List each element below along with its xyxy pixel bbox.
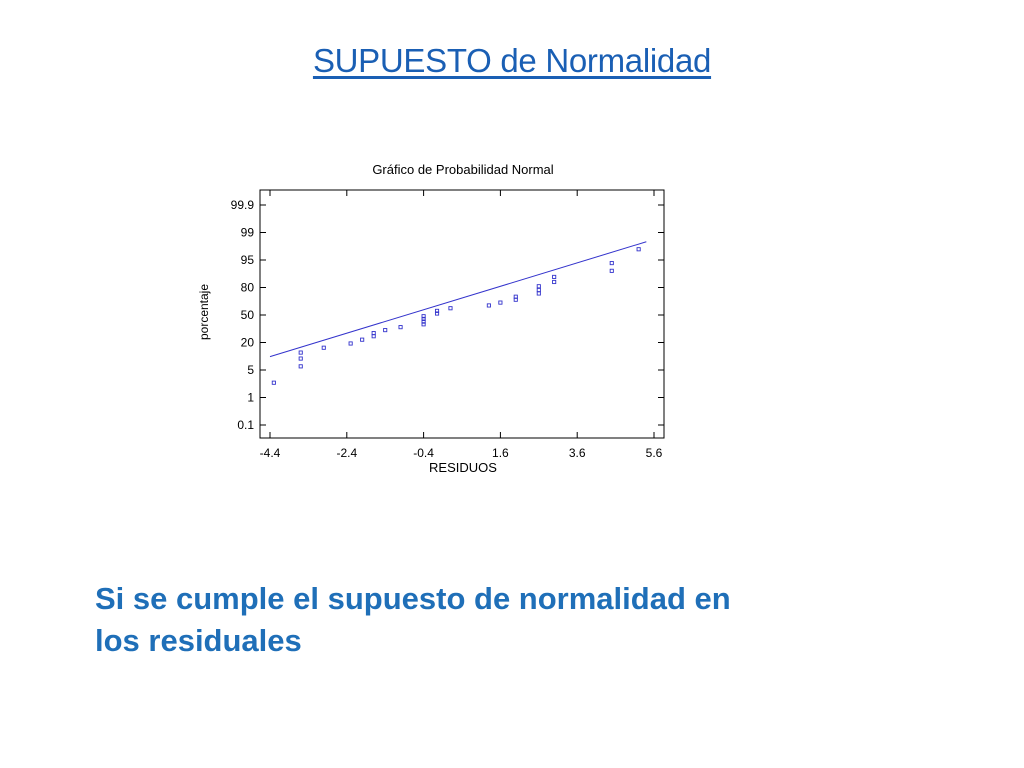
x-tick-label: 3.6 (569, 446, 586, 460)
conclusion-line-2: los residuales (95, 623, 302, 658)
data-point (421, 316, 426, 321)
x-axis-label: RESIDUOS (429, 460, 497, 475)
plot-frame (259, 189, 665, 439)
y-tick-label: 5 (247, 363, 254, 377)
y-tick-label: 99.9 (231, 198, 255, 212)
data-point (383, 328, 388, 333)
data-point (398, 325, 403, 330)
y-tick-label: 80 (241, 281, 255, 295)
chart-title: Gráfico de Probabilidad Normal (372, 162, 553, 177)
data-point (536, 291, 541, 296)
data-point (448, 306, 453, 311)
data-point (348, 341, 353, 346)
fit-line (269, 241, 647, 358)
conclusion-text: Si se cumple el supuesto de normalidad e… (95, 578, 895, 662)
data-point (321, 345, 326, 350)
data-point (421, 319, 426, 324)
y-tick-label: 20 (241, 336, 255, 350)
y-tick-label: 1 (247, 391, 254, 405)
data-point (434, 311, 440, 316)
y-tick-label: 99 (241, 226, 255, 240)
data-point (486, 303, 491, 308)
data-point (371, 331, 376, 336)
slide-title: SUPUESTO de Normalidad (312, 42, 712, 79)
data-point (421, 314, 426, 319)
x-tick-label: -0.4 (413, 446, 434, 460)
data-point (609, 261, 614, 266)
data-point (434, 308, 440, 313)
data-point (609, 268, 614, 273)
data-point (536, 287, 541, 293)
y-tick-label: 95 (241, 253, 255, 267)
data-point (298, 364, 303, 369)
plot-area: 99.9 99 95 80 50 20 5 1 0.1 -4.4 -2.4 -0.4 1.6 3.6 5.6 (231, 189, 665, 460)
data-point (298, 350, 303, 355)
data-point (536, 284, 541, 289)
data-point (552, 274, 557, 279)
x-tick-label: 5.6 (646, 446, 663, 460)
y-axis-label: porcentaje (197, 284, 211, 340)
normal-probability-chart: Gráfico de Probabilidad Normal 99.9 99 95 8… (197, 162, 665, 475)
y-tick-label: 0.1 (237, 418, 254, 432)
data-point (513, 294, 518, 299)
x-tick-label: -4.4 (260, 446, 281, 460)
conclusion-line-1: Si se cumple el supuesto de normalidad e… (95, 581, 731, 616)
x-tick-label: 1.6 (492, 446, 509, 460)
data-point (498, 300, 503, 305)
data-point (298, 356, 303, 361)
data-point (360, 337, 365, 342)
data-point (636, 247, 641, 252)
data-point (421, 322, 426, 327)
data-point (271, 380, 276, 385)
x-tick-label: -2.4 (336, 446, 357, 460)
y-tick-label: 50 (241, 308, 255, 322)
data-point (552, 279, 557, 285)
